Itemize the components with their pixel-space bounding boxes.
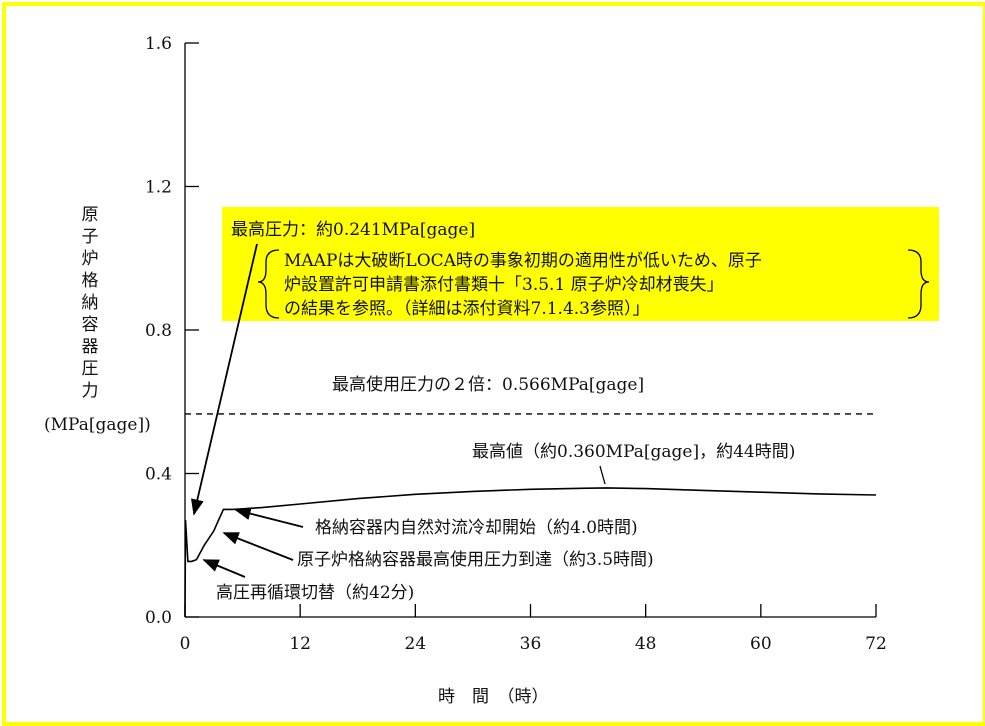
y-axis-unit: (MPa[gage]) <box>44 415 151 435</box>
y-axis-label-char: 原 <box>82 205 99 225</box>
natural-convection-arrow <box>234 507 304 528</box>
peak-leader <box>599 465 606 485</box>
x-tick-label: 24 <box>405 634 427 654</box>
x-tick-label: 0 <box>180 634 191 654</box>
x-tick-label: 72 <box>865 634 887 654</box>
natural-convection-label: 格納容器内自然対流冷却開始（約4.0時間) <box>315 518 638 538</box>
note-line-2: 炉設置許可申請書添付書類十「3.5.1 原子炉冷却材喪失」 <box>284 275 724 295</box>
pressure-series-line <box>184 487 877 618</box>
y-axis-label-char: 炉 <box>82 249 99 269</box>
x-tick-label: 48 <box>635 634 657 654</box>
x-axis-label: 時 間 （時） <box>438 687 549 707</box>
max-pressure-arrow <box>191 243 258 516</box>
design-pressure-label: 原子炉格納容器最高使用圧力到達（約3.5時間) <box>297 549 654 570</box>
x-tick-label: 36 <box>520 634 542 654</box>
note-right-bracket <box>907 249 930 319</box>
y-axis-label-char: 子 <box>82 227 99 247</box>
recirculation-arrow <box>202 559 246 578</box>
y-axis-label-char: 格 <box>82 271 99 291</box>
design-pressure-arrow <box>222 532 294 561</box>
y-tick-label: 0.8 <box>145 321 172 341</box>
y-axis-label-char: 力 <box>82 381 99 401</box>
y-axis-label-char: 納 <box>82 293 99 313</box>
y-axis-label-char: 容 <box>82 315 99 335</box>
x-tick-label: 12 <box>289 634 311 654</box>
y-tick-label: 1.6 <box>145 34 172 54</box>
note-highlight <box>222 207 939 321</box>
y-tick-label: 0.0 <box>145 608 172 628</box>
x-tick-label: 60 <box>750 634 772 654</box>
note-line-3: の結果を参照。（詳細は添付資料7.1.4.3参照）」 <box>284 299 649 319</box>
y-tick-label: 1.2 <box>145 178 172 198</box>
reference-label: 最高使用圧力の２倍：0.566MPa[gage] <box>332 374 644 395</box>
y-axis-label-char: 器 <box>82 337 99 357</box>
max-pressure-title: 最高圧力：約0.241MPa[gage] <box>231 220 475 240</box>
y-axis-label-char: 圧 <box>82 359 99 379</box>
recirculation-label: 高圧再循環切替（約42分) <box>216 583 414 603</box>
peak-label: 最高値（約0.360MPa[gage]，約44時間) <box>472 442 795 462</box>
note-left-bracket <box>257 249 280 319</box>
note-line-1: MAAPは大破断LOCA時の事象初期の適用性が低いため、原子 <box>284 251 762 271</box>
y-tick-label: 0.4 <box>145 465 172 485</box>
